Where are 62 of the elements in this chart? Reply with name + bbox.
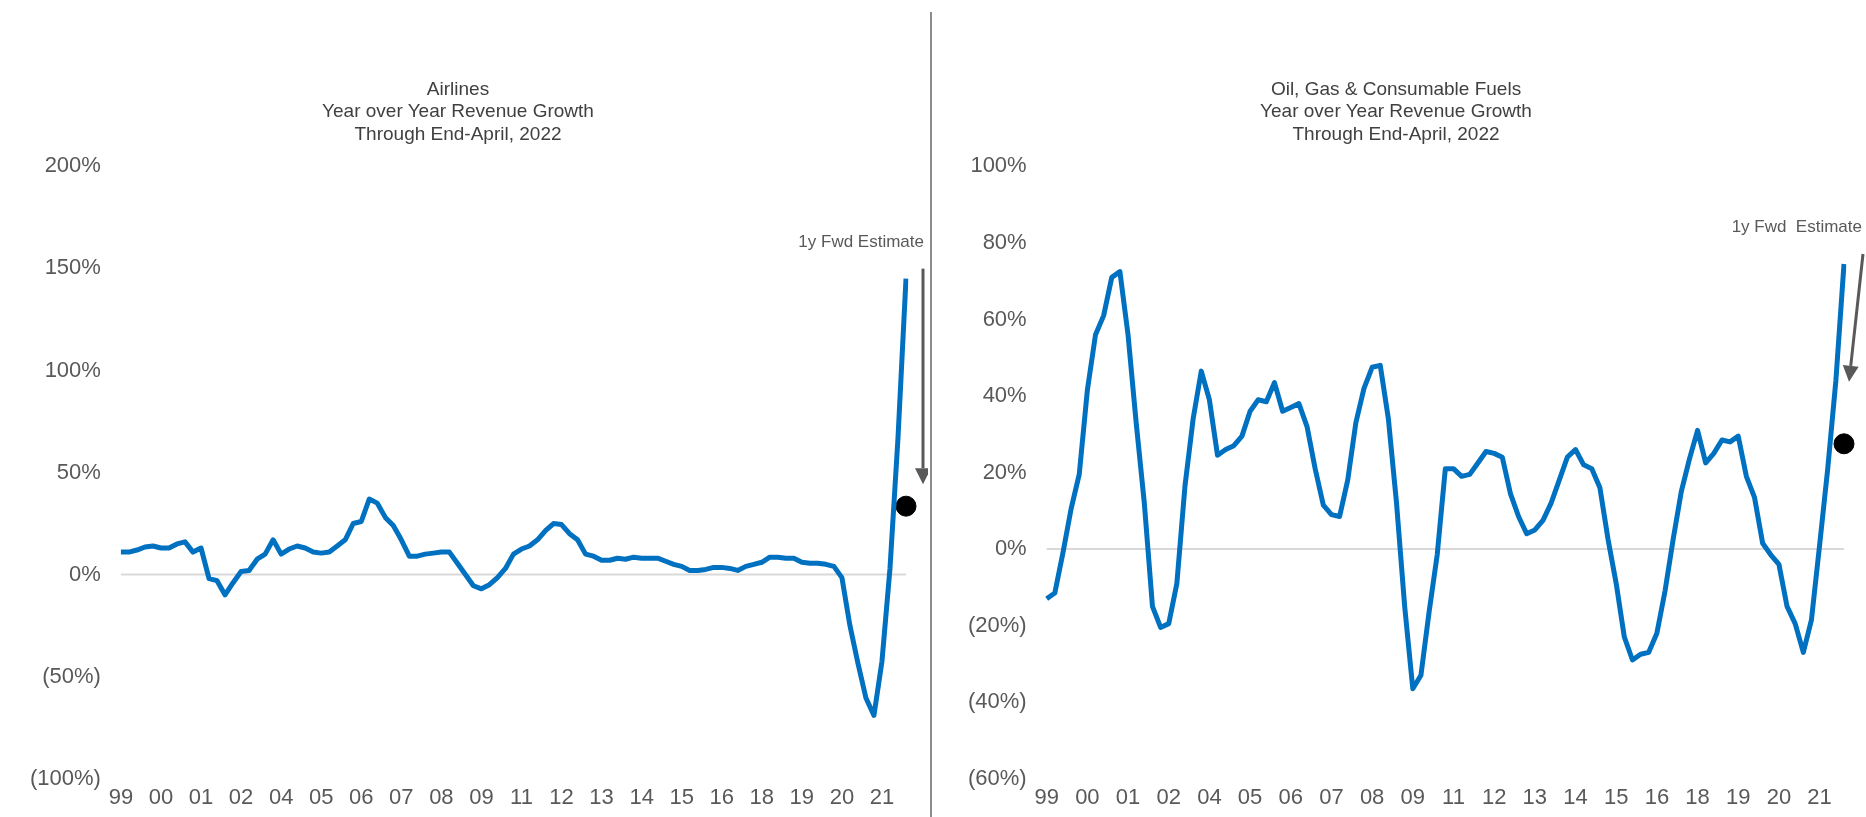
y-tick-label: 0% <box>69 560 101 586</box>
text: 1y Fwd Estimate <box>1731 217 1862 237</box>
x-tick-label: 02 <box>228 783 254 809</box>
x-tick-label: 13 <box>1522 783 1548 809</box>
x-tick-label: 15 <box>1603 783 1629 809</box>
x-tick-label: 09 <box>1400 783 1426 809</box>
x-tick-label: 07 <box>389 783 414 809</box>
y-tick-label: (100%) <box>30 764 101 790</box>
x-tick-label: 08 <box>429 783 454 809</box>
x-tick-label: 04 <box>268 783 294 809</box>
x-tick-label: 11 <box>1442 783 1465 809</box>
x-tick-label: 19 <box>789 783 815 809</box>
x-tick-label: 05 <box>308 783 334 809</box>
x-tick-label: 07 <box>1319 783 1344 809</box>
x-tick-label: 20 <box>829 783 855 809</box>
x-tick-label: 08 <box>1359 783 1385 809</box>
chart-subtitle: Year over Year Revenue Growth Through End-April, 2022 <box>322 100 594 145</box>
chart-title: Oil, Gas & Consumable Fuels <box>1270 77 1522 99</box>
y-tick-label: (50%) <box>42 662 101 688</box>
y-tick-label: 0% <box>994 535 1027 561</box>
x-tick-label: 99 <box>108 783 134 809</box>
x-tick-label: 14 <box>1563 783 1588 809</box>
y-tick-label: (40%) <box>968 688 1027 714</box>
x-tick-label: 00 <box>1075 783 1100 809</box>
y-tick-label: 200% <box>44 152 101 178</box>
x-tick-label: 18 <box>749 783 775 809</box>
x-tick-label: 01 <box>1115 783 1141 809</box>
x-tick-label: 05 <box>1237 783 1263 809</box>
y-tick-label: (20%) <box>968 611 1027 637</box>
x-tick-label: 01 <box>188 783 214 809</box>
text: 1y Fwd Estimate <box>798 231 924 251</box>
x-tick-label: 11 <box>510 783 533 809</box>
x-tick-label: 13 <box>589 783 614 809</box>
x-tick-label: 15 <box>669 783 694 809</box>
x-tick-label: 16 <box>709 783 734 809</box>
x-tick-label: 06 <box>349 783 374 809</box>
y-tick-label: 50% <box>56 458 101 484</box>
x-tick-label: 12 <box>549 783 574 809</box>
x-tick-label: 04 <box>1197 783 1222 809</box>
x-tick-label: 21 <box>869 783 895 809</box>
chart-title: Airlines <box>426 77 490 99</box>
x-tick-label: 19 <box>1725 783 1751 809</box>
y-tick-label: 100% <box>970 152 1027 178</box>
x-tick-label: 12 <box>1481 783 1507 809</box>
x-tick-label: 20 <box>1766 783 1792 809</box>
y-tick-label: 150% <box>44 254 101 280</box>
x-tick-label: 21 <box>1807 783 1832 809</box>
y-tick-label: 20% <box>982 458 1027 484</box>
y-tick-label: 80% <box>982 228 1027 254</box>
y-tick-label: (60%) <box>968 764 1027 790</box>
x-tick-label: 09 <box>469 783 494 809</box>
x-tick-label: 18 <box>1685 783 1710 809</box>
x-tick-label: 99 <box>1034 783 1059 809</box>
x-tick-label: 02 <box>1156 783 1181 809</box>
y-tick-label: 60% <box>982 305 1027 331</box>
x-tick-label: 14 <box>629 783 654 809</box>
x-tick-label: 00 <box>148 783 174 809</box>
y-tick-label: 100% <box>44 356 101 382</box>
chart-subtitle: Year over Year Revenue Growth Through End-April, 2022 <box>1260 100 1532 145</box>
x-tick-label: 06 <box>1278 783 1303 809</box>
y-tick-label: 40% <box>982 382 1027 408</box>
x-tick-label: 16 <box>1644 783 1670 809</box>
